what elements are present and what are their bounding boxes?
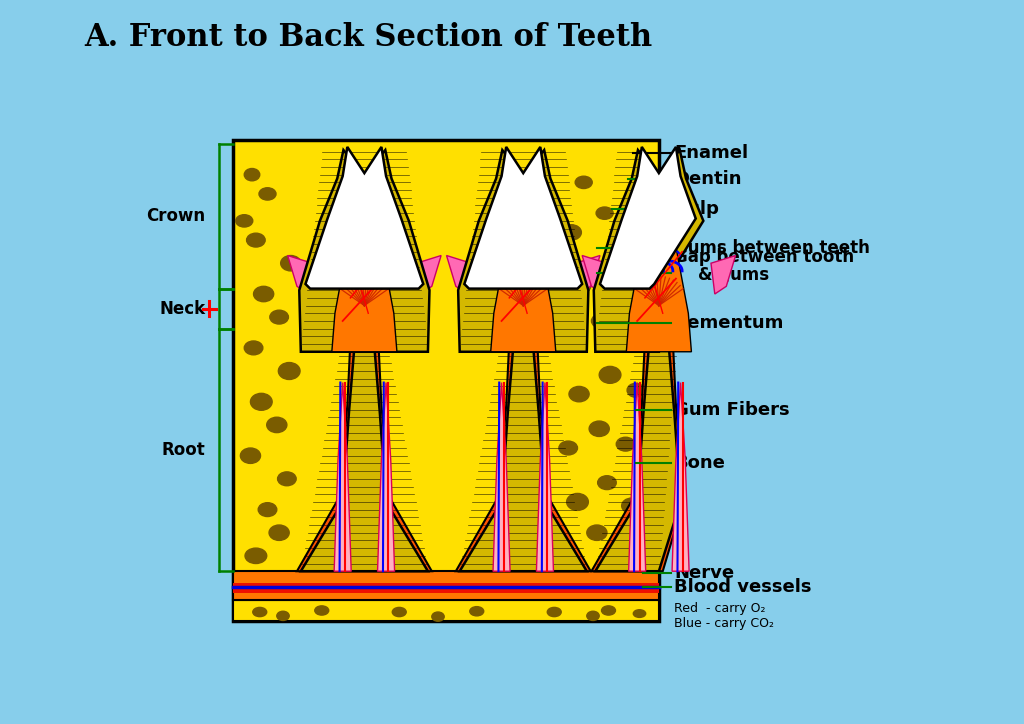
Ellipse shape — [281, 256, 301, 271]
Polygon shape — [456, 317, 591, 571]
Polygon shape — [301, 325, 428, 571]
Text: Root: Root — [162, 442, 206, 459]
Ellipse shape — [241, 448, 260, 463]
Polygon shape — [297, 317, 432, 571]
Ellipse shape — [559, 441, 578, 455]
Ellipse shape — [470, 607, 483, 616]
Polygon shape — [537, 382, 554, 571]
Polygon shape — [583, 256, 607, 294]
Polygon shape — [232, 571, 658, 599]
Ellipse shape — [622, 498, 642, 513]
Polygon shape — [490, 198, 556, 352]
Polygon shape — [332, 198, 397, 352]
Ellipse shape — [621, 321, 640, 337]
Ellipse shape — [587, 611, 599, 620]
Polygon shape — [592, 317, 684, 571]
Ellipse shape — [392, 607, 407, 617]
Text: Gum Fibers: Gum Fibers — [675, 400, 790, 418]
Ellipse shape — [633, 610, 646, 618]
Ellipse shape — [259, 188, 276, 200]
Polygon shape — [232, 599, 658, 621]
Ellipse shape — [561, 224, 582, 240]
Ellipse shape — [269, 525, 289, 540]
Polygon shape — [305, 147, 423, 289]
Ellipse shape — [266, 417, 287, 433]
Ellipse shape — [556, 544, 575, 560]
Text: Enamel: Enamel — [675, 144, 749, 162]
Text: Crown: Crown — [146, 207, 206, 225]
Polygon shape — [299, 150, 429, 352]
Polygon shape — [627, 198, 691, 352]
Polygon shape — [575, 256, 600, 294]
Polygon shape — [378, 382, 394, 571]
Text: Pulp: Pulp — [675, 201, 719, 219]
Polygon shape — [629, 382, 646, 571]
Ellipse shape — [236, 215, 253, 227]
Text: & gums: & gums — [697, 266, 769, 284]
Text: Gums between teeth: Gums between teeth — [675, 239, 870, 257]
Polygon shape — [493, 382, 510, 571]
Text: A. Front to Back Section of Teeth: A. Front to Back Section of Teeth — [85, 22, 652, 53]
Polygon shape — [600, 147, 695, 289]
Ellipse shape — [278, 472, 296, 486]
Ellipse shape — [616, 437, 635, 451]
Polygon shape — [417, 256, 441, 294]
Ellipse shape — [575, 176, 592, 188]
Ellipse shape — [589, 421, 609, 437]
Text: Bone: Bone — [675, 455, 725, 472]
Polygon shape — [334, 382, 351, 571]
Ellipse shape — [627, 383, 644, 397]
Ellipse shape — [587, 525, 607, 540]
Ellipse shape — [245, 341, 263, 355]
Text: Blood vessels: Blood vessels — [675, 578, 812, 597]
Text: Cementum: Cementum — [675, 313, 783, 332]
Ellipse shape — [601, 606, 615, 615]
Ellipse shape — [592, 314, 610, 328]
Ellipse shape — [254, 286, 273, 302]
Text: Nerve: Nerve — [675, 564, 734, 582]
Polygon shape — [232, 583, 658, 593]
Ellipse shape — [270, 310, 289, 324]
Text: Gap between tooth: Gap between tooth — [675, 248, 854, 266]
Polygon shape — [458, 150, 589, 352]
Ellipse shape — [572, 279, 591, 293]
Text: Red  - carry O₂
Blue - carry CO₂: Red - carry O₂ Blue - carry CO₂ — [675, 602, 774, 630]
Ellipse shape — [245, 548, 266, 563]
Ellipse shape — [258, 502, 276, 516]
Polygon shape — [512, 264, 535, 325]
Ellipse shape — [279, 363, 300, 379]
Text: Dentin: Dentin — [675, 169, 741, 188]
Ellipse shape — [559, 332, 581, 349]
Ellipse shape — [599, 366, 621, 383]
Ellipse shape — [614, 552, 633, 567]
Ellipse shape — [247, 233, 265, 247]
Ellipse shape — [569, 387, 589, 402]
Ellipse shape — [598, 476, 616, 489]
Polygon shape — [594, 150, 703, 352]
Ellipse shape — [629, 268, 647, 282]
Text: Neck: Neck — [160, 300, 206, 318]
Polygon shape — [672, 382, 689, 571]
Ellipse shape — [253, 607, 266, 617]
Ellipse shape — [251, 393, 272, 411]
Ellipse shape — [566, 494, 589, 510]
Polygon shape — [711, 256, 735, 294]
Polygon shape — [352, 264, 376, 325]
Polygon shape — [595, 325, 681, 571]
Ellipse shape — [276, 611, 289, 620]
Ellipse shape — [602, 259, 623, 275]
Polygon shape — [288, 256, 312, 294]
Ellipse shape — [624, 215, 640, 227]
Ellipse shape — [636, 169, 651, 181]
Polygon shape — [647, 264, 671, 325]
Polygon shape — [460, 325, 587, 571]
Polygon shape — [232, 140, 658, 621]
Ellipse shape — [596, 207, 613, 219]
Ellipse shape — [432, 612, 444, 621]
Polygon shape — [446, 256, 471, 294]
Ellipse shape — [547, 607, 561, 617]
Ellipse shape — [314, 606, 329, 615]
Ellipse shape — [245, 169, 260, 181]
Polygon shape — [464, 147, 583, 289]
